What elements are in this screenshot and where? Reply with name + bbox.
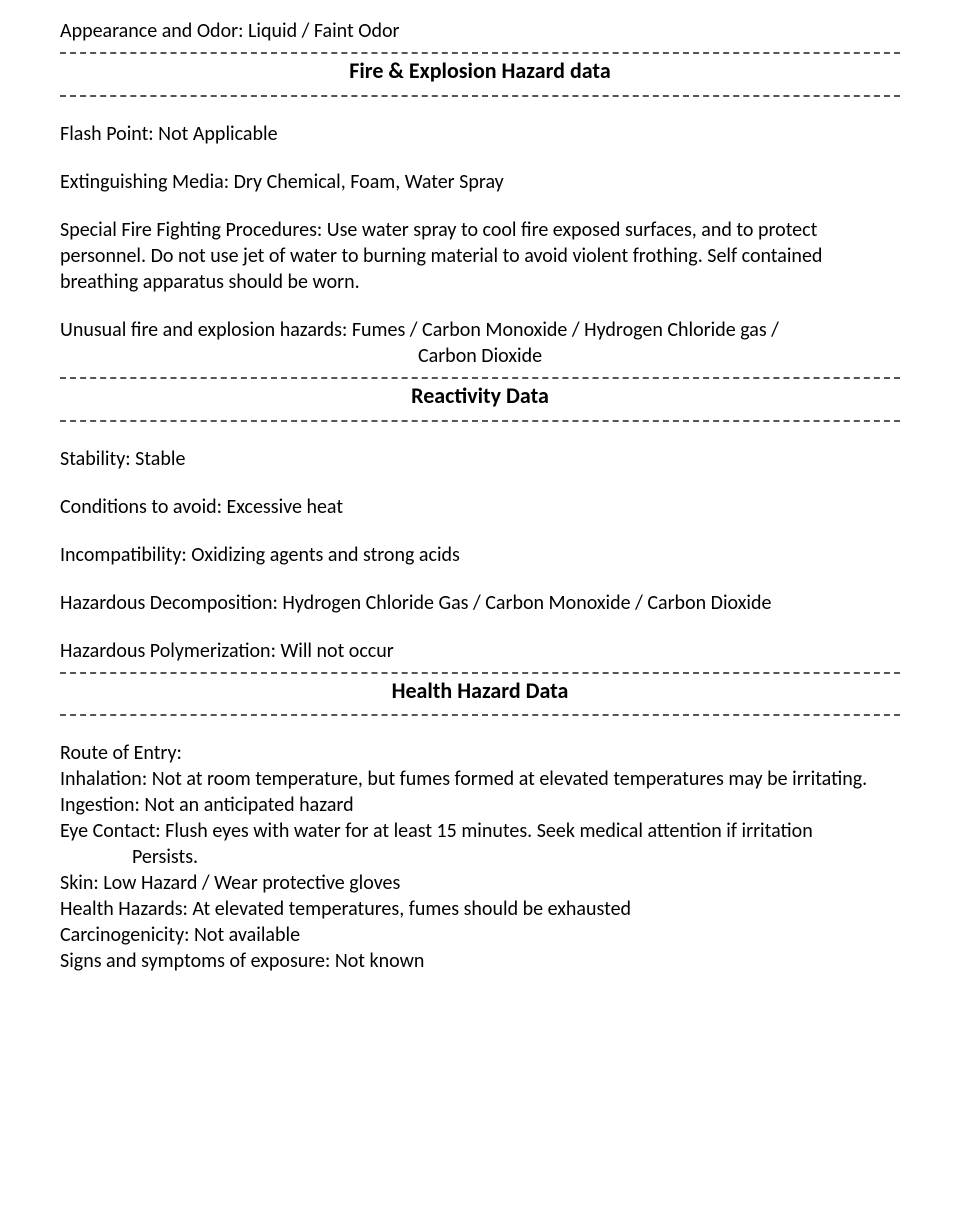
unusual-hazards-line-1: Unusual fire and explosion hazards: Fume…	[60, 317, 900, 343]
incompatibility-line: Incompatibility: Oxidizing agents and st…	[60, 542, 900, 568]
divider	[60, 95, 900, 97]
appearance-odor-line: Appearance and Odor: Liquid / Faint Odor	[60, 18, 900, 44]
msds-page: Appearance and Odor: Liquid / Faint Odor…	[0, 0, 960, 1014]
divider	[60, 52, 900, 54]
ingestion-line: Ingestion: Not an anticipated hazard	[60, 792, 900, 818]
hazardous-polymerization-line: Hazardous Polymerization: Will not occur	[60, 638, 900, 664]
special-procedures-line: Special Fire Fighting Procedures: Use wa…	[60, 217, 900, 295]
divider	[60, 377, 900, 379]
carcinogenicity-line: Carcinogenicity: Not available	[60, 922, 900, 948]
signs-symptoms-line: Signs and symptoms of exposure: Not know…	[60, 948, 900, 974]
extinguishing-media-line: Extinguishing Media: Dry Chemical, Foam,…	[60, 169, 900, 195]
reactivity-section-heading: Reactivity Data	[60, 381, 900, 412]
stability-line: Stability: Stable	[60, 446, 900, 472]
skin-line: Skin: Low Hazard / Wear protective glove…	[60, 870, 900, 896]
hazardous-decomposition-line: Hazardous Decomposition: Hydrogen Chlori…	[60, 590, 900, 616]
divider	[60, 714, 900, 716]
divider	[60, 420, 900, 422]
unusual-hazards-line-2: Carbon Dioxide	[60, 343, 900, 369]
health-hazards-line: Health Hazards: At elevated temperatures…	[60, 896, 900, 922]
flash-point-line: Flash Point: Not Applicable	[60, 121, 900, 147]
conditions-avoid-line: Conditions to avoid: Excessive heat	[60, 494, 900, 520]
fire-section-heading: Fire & Explosion Hazard data	[60, 56, 900, 87]
eye-contact-line-2: Persists.	[60, 844, 900, 870]
health-section-heading: Health Hazard Data	[60, 676, 900, 707]
divider	[60, 672, 900, 674]
route-of-entry-label: Route of Entry:	[60, 740, 900, 766]
inhalation-line: Inhalation: Not at room temperature, but…	[60, 766, 900, 792]
eye-contact-line-1: Eye Contact: Flush eyes with water for a…	[60, 818, 900, 844]
